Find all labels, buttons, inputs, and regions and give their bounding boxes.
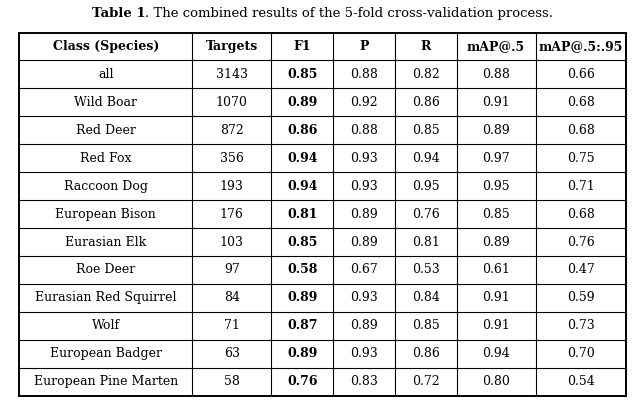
- Text: 0.82: 0.82: [412, 68, 440, 81]
- Text: 0.53: 0.53: [412, 263, 440, 276]
- Text: 193: 193: [220, 179, 244, 193]
- Text: F1: F1: [293, 40, 311, 53]
- Text: 0.76: 0.76: [287, 375, 317, 388]
- Text: 0.47: 0.47: [567, 263, 595, 276]
- Text: 0.86: 0.86: [287, 124, 317, 137]
- Text: 0.68: 0.68: [567, 124, 595, 137]
- Text: Red Fox: Red Fox: [80, 152, 131, 165]
- Text: 0.67: 0.67: [350, 263, 378, 276]
- Text: 0.95: 0.95: [412, 179, 440, 193]
- Text: all: all: [98, 68, 113, 81]
- Text: 0.80: 0.80: [482, 375, 510, 388]
- Text: 872: 872: [220, 124, 244, 137]
- Text: Targets: Targets: [205, 40, 258, 53]
- Text: 0.89: 0.89: [482, 124, 510, 137]
- Text: 0.88: 0.88: [350, 68, 378, 81]
- Text: mAP@.5:.95: mAP@.5:.95: [539, 40, 623, 53]
- Text: 63: 63: [224, 347, 240, 360]
- Text: 0.94: 0.94: [482, 347, 510, 360]
- Text: 0.93: 0.93: [350, 152, 378, 165]
- Text: Red Deer: Red Deer: [76, 124, 136, 137]
- Text: 0.86: 0.86: [412, 96, 440, 109]
- Text: European Pine Marten: European Pine Marten: [34, 375, 178, 388]
- Text: 0.91: 0.91: [482, 291, 510, 304]
- Text: Class (Species): Class (Species): [52, 40, 159, 53]
- Text: 356: 356: [220, 152, 244, 165]
- Text: 0.88: 0.88: [350, 124, 378, 137]
- Text: 0.68: 0.68: [567, 208, 595, 221]
- Text: Eurasian Elk: Eurasian Elk: [65, 236, 147, 249]
- Text: 1070: 1070: [216, 96, 248, 109]
- Text: 0.85: 0.85: [482, 208, 510, 221]
- Text: 0.88: 0.88: [482, 68, 510, 81]
- Text: 0.89: 0.89: [350, 236, 378, 249]
- Text: 0.70: 0.70: [567, 347, 595, 360]
- Text: 0.93: 0.93: [350, 291, 378, 304]
- Text: 0.89: 0.89: [482, 236, 510, 249]
- Text: 0.68: 0.68: [567, 96, 595, 109]
- Text: 71: 71: [224, 319, 240, 332]
- Text: 0.81: 0.81: [412, 236, 440, 249]
- Text: 0.81: 0.81: [287, 208, 317, 221]
- Text: 0.93: 0.93: [350, 347, 378, 360]
- Text: 97: 97: [224, 263, 240, 276]
- Text: 0.85: 0.85: [287, 236, 317, 249]
- Text: 0.94: 0.94: [287, 152, 317, 165]
- Text: 3143: 3143: [216, 68, 248, 81]
- Text: . The combined results of the 5-fold cross-validation process.: . The combined results of the 5-fold cro…: [145, 7, 554, 20]
- Text: European Badger: European Badger: [50, 347, 162, 360]
- Text: 0.89: 0.89: [287, 291, 317, 304]
- Text: 0.54: 0.54: [567, 375, 595, 388]
- Text: European Bison: European Bison: [56, 208, 156, 221]
- Text: 0.89: 0.89: [350, 208, 378, 221]
- Text: Eurasian Red Squirrel: Eurasian Red Squirrel: [35, 291, 177, 304]
- Text: 0.97: 0.97: [483, 152, 510, 165]
- Text: 0.71: 0.71: [567, 179, 595, 193]
- Text: 0.94: 0.94: [412, 152, 440, 165]
- Text: 0.93: 0.93: [350, 179, 378, 193]
- Text: 0.85: 0.85: [412, 124, 440, 137]
- Text: 0.76: 0.76: [567, 236, 595, 249]
- Text: 0.87: 0.87: [287, 319, 317, 332]
- Text: 0.95: 0.95: [483, 179, 510, 193]
- Text: 0.61: 0.61: [482, 263, 510, 276]
- Text: 0.84: 0.84: [412, 291, 440, 304]
- Text: 58: 58: [224, 375, 240, 388]
- Text: 0.72: 0.72: [412, 375, 440, 388]
- Text: 0.66: 0.66: [567, 68, 595, 81]
- Text: Table 1: Table 1: [92, 7, 145, 20]
- Text: 0.73: 0.73: [567, 319, 595, 332]
- Text: Roe Deer: Roe Deer: [76, 263, 136, 276]
- Text: 0.59: 0.59: [567, 291, 595, 304]
- Text: 0.89: 0.89: [287, 96, 317, 109]
- Text: 103: 103: [220, 236, 244, 249]
- Text: P: P: [359, 40, 369, 53]
- Text: 0.91: 0.91: [482, 96, 510, 109]
- Text: 84: 84: [224, 291, 240, 304]
- Text: 0.89: 0.89: [287, 347, 317, 360]
- Text: 0.58: 0.58: [287, 263, 317, 276]
- Text: 0.91: 0.91: [482, 319, 510, 332]
- Text: mAP@.5: mAP@.5: [467, 40, 525, 53]
- Text: 0.76: 0.76: [412, 208, 440, 221]
- Text: Raccoon Dog: Raccoon Dog: [64, 179, 148, 193]
- Bar: [19, 33, 626, 396]
- Text: 0.75: 0.75: [567, 152, 595, 165]
- Text: 176: 176: [220, 208, 244, 221]
- Text: Wolf: Wolf: [92, 319, 120, 332]
- Text: Wild Boar: Wild Boar: [74, 96, 137, 109]
- Text: 0.89: 0.89: [350, 319, 378, 332]
- Text: 0.83: 0.83: [350, 375, 378, 388]
- Text: R: R: [420, 40, 431, 53]
- Text: 0.94: 0.94: [287, 179, 317, 193]
- Text: 0.85: 0.85: [412, 319, 440, 332]
- Text: 0.86: 0.86: [412, 347, 440, 360]
- Text: 0.92: 0.92: [350, 96, 378, 109]
- Text: 0.85: 0.85: [287, 68, 317, 81]
